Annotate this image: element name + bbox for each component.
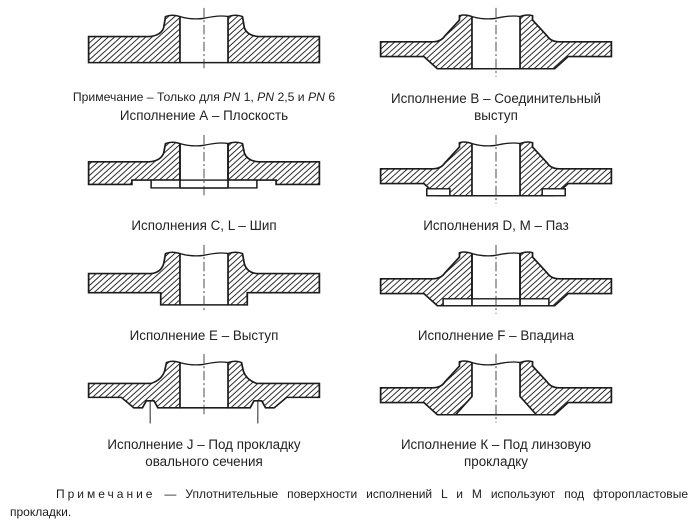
figure-caption-J: Исполнение J – Под прокладку овального с… bbox=[107, 437, 301, 469]
figure-row-3: Исполнение Е – Выступ Исполнение F – Впад… bbox=[0, 243, 700, 345]
figure-K: Исполнение К – Под линзовую прокладку bbox=[370, 353, 622, 471]
figure-J: Исполнение J – Под прокладку овального с… bbox=[78, 353, 330, 471]
figure-note-text: 6 bbox=[324, 90, 336, 104]
figure-CL: Исполнения C, L – Шип bbox=[78, 133, 330, 235]
footnote: Примечание — Уплотнительные поверхности … bbox=[10, 485, 688, 521]
figure-note: Примечание – Только для PN 1, PN 2,5 и P… bbox=[73, 90, 335, 104]
figure-A: Примечание – Только для PN 1, PN 2,5 и P… bbox=[73, 7, 335, 125]
figure-B: Исполнение В – Соединительный выступ bbox=[370, 7, 622, 125]
flange-drawing-K bbox=[371, 353, 621, 434]
figure-E: Исполнение Е – Выступ bbox=[78, 243, 330, 345]
figures-grid: Примечание – Только для PN 1, PN 2,5 и P… bbox=[0, 7, 700, 471]
figure-row-4: Исполнение J – Под прокладку овального с… bbox=[0, 353, 700, 471]
figure-caption-CL: Исполнения C, L – Шип bbox=[131, 217, 277, 233]
pn-designation: PN bbox=[308, 90, 325, 104]
flange-drawing-B bbox=[371, 7, 621, 88]
figure-note-text: 1, bbox=[240, 90, 258, 104]
flange-drawing-A bbox=[79, 7, 329, 87]
flange-drawing-CL bbox=[79, 133, 329, 214]
figure-note-text: 2,5 и bbox=[274, 90, 309, 104]
figure-row-2: Исполнения C, L – Шип Исполнения D, М – П… bbox=[0, 133, 700, 235]
figure-note-text: Примечание – Только для bbox=[72, 90, 224, 104]
flange-drawing-J bbox=[79, 353, 329, 434]
pn-designation: PN bbox=[257, 90, 275, 104]
figure-caption-K: Исполнение К – Под линзовую прокладку bbox=[400, 437, 592, 469]
figure-caption-DM: Исполнения D, М – Паз bbox=[423, 217, 569, 233]
footnote-text: — Уплотнительные поверхности исполнений … bbox=[10, 486, 688, 519]
figure-DM: Исполнения D, М – Паз bbox=[370, 133, 622, 235]
figure-F: Исполнение F – Впадина bbox=[370, 243, 622, 345]
figure-caption-A: Исполнение А – Плоскость bbox=[119, 108, 289, 123]
footnote-label: Примечание bbox=[56, 486, 156, 501]
flange-drawing-F bbox=[371, 243, 621, 324]
figure-caption-F: Исполнение F – Впадина bbox=[417, 327, 575, 343]
figure-row-1: Примечание – Только для PN 1, PN 2,5 и P… bbox=[0, 7, 700, 125]
figure-caption-E: Исполнение Е – Выступ bbox=[129, 327, 279, 343]
flange-drawing-E bbox=[79, 243, 329, 324]
pn-designation: PN bbox=[223, 90, 241, 104]
flange-drawing-DM bbox=[371, 133, 621, 214]
figure-caption-B: Исполнение В – Соединительный выступ bbox=[391, 91, 601, 123]
